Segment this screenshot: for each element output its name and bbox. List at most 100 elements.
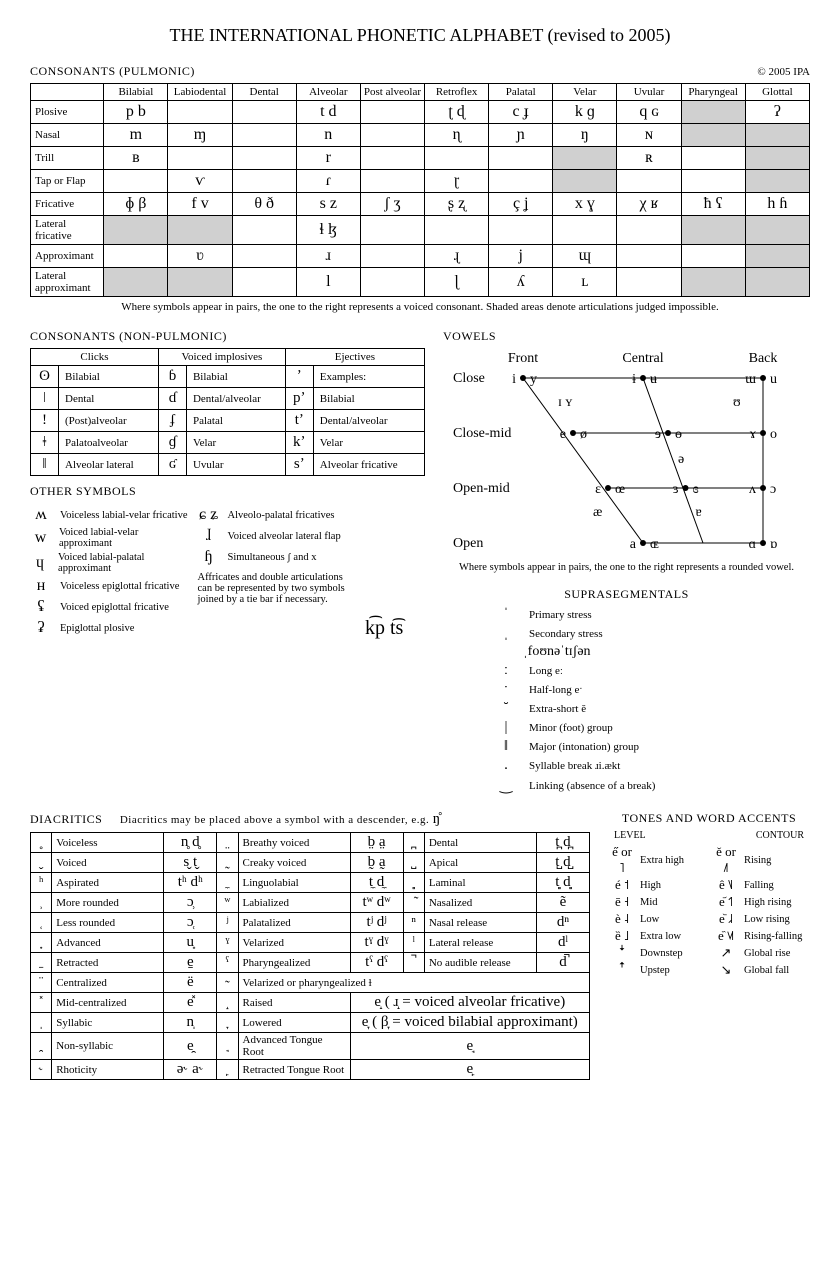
svg-text:ʌ: ʌ: [749, 482, 756, 497]
ipa-cell: [745, 170, 809, 193]
svg-text:ɔ: ɔ: [770, 482, 776, 497]
ipa-cell: [489, 147, 553, 170]
svg-text:ɒ: ɒ: [770, 537, 777, 552]
ipa-cell: ʂ ʐ: [425, 193, 489, 216]
ipa-cell: q ɢ: [617, 101, 681, 124]
place-header: Dental: [232, 84, 296, 101]
place-header: Labiodental: [168, 84, 232, 101]
ipa-cell: [553, 170, 617, 193]
svg-text:ɪ ʏ: ɪ ʏ: [558, 395, 572, 410]
place-header: Uvular: [617, 84, 681, 101]
ipa-cell: [745, 216, 809, 245]
tones-table: LEVEL CONTOUR e̋ or ˥Extra highé ˦Highē …: [608, 830, 810, 979]
ipa-cell: [232, 170, 296, 193]
svg-text:ɘ: ɘ: [655, 427, 661, 442]
ipa-cell: χ ʁ: [617, 193, 681, 216]
ipa-cell: [232, 245, 296, 268]
ipa-cell: ʔ: [745, 101, 809, 124]
ipa-cell: ɾ: [296, 170, 360, 193]
ipa-cell: [232, 268, 296, 297]
ipa-cell: [553, 147, 617, 170]
svg-text:Close: Close: [453, 371, 485, 386]
ipa-cell: [745, 268, 809, 297]
svg-text:i: i: [512, 372, 516, 387]
ipa-cell: [232, 216, 296, 245]
manner-header: Plosive: [31, 101, 104, 124]
svg-text:ɛ: ɛ: [595, 482, 601, 497]
ipa-cell: [232, 124, 296, 147]
place-header: Glottal: [745, 84, 809, 101]
section-tones: TONES AND WORD ACCENTS: [608, 811, 810, 826]
manner-header: Approximant: [31, 245, 104, 268]
svg-text:ʉ: ʉ: [650, 372, 657, 387]
ipa-cell: n: [296, 124, 360, 147]
ipa-cell: [681, 101, 745, 124]
ipa-cell: m: [104, 124, 168, 147]
ipa-cell: [745, 124, 809, 147]
ipa-cell: [681, 268, 745, 297]
ipa-cell: ⱱ: [168, 170, 232, 193]
place-header: Bilabial: [104, 84, 168, 101]
manner-header: Lateral approximant: [31, 268, 104, 297]
copyright: © 2005 IPA: [757, 66, 810, 78]
ipa-cell: [360, 216, 424, 245]
place-header: Post alveolar: [360, 84, 424, 101]
ipa-cell: ɰ: [553, 245, 617, 268]
svg-text:u: u: [770, 372, 777, 387]
ipa-cell: ʟ: [553, 268, 617, 297]
ipa-cell: t d: [296, 101, 360, 124]
ipa-cell: ŋ: [553, 124, 617, 147]
place-header: Pharyngeal: [681, 84, 745, 101]
ipa-cell: [168, 268, 232, 297]
ipa-cell: p b: [104, 101, 168, 124]
ipa-cell: θ ð: [232, 193, 296, 216]
svg-text:ɞ: ɞ: [693, 482, 699, 497]
ipa-cell: [104, 245, 168, 268]
ipa-cell: [681, 124, 745, 147]
pulmonic-note: Where symbols appear in pairs, the one t…: [30, 301, 810, 313]
ipa-cell: [360, 147, 424, 170]
svg-text:Front: Front: [508, 351, 538, 366]
ipa-cell: ʃ ʒ: [360, 193, 424, 216]
svg-text:Open: Open: [453, 536, 483, 551]
svg-text:ʊ: ʊ: [733, 395, 741, 410]
section-other: OTHER SYMBOLS: [30, 484, 425, 499]
ipa-cell: l: [296, 268, 360, 297]
ipa-cell: [681, 147, 745, 170]
svg-text:ɑ: ɑ: [749, 537, 756, 552]
svg-text:Back: Back: [749, 351, 778, 366]
ipa-cell: [104, 170, 168, 193]
svg-text:ɐ: ɐ: [696, 505, 702, 520]
tie-example: k͡p t͡s: [365, 617, 403, 640]
ipa-cell: r: [296, 147, 360, 170]
ipa-cell: ɹ: [296, 245, 360, 268]
svg-text:ɨ: ɨ: [632, 372, 636, 387]
ipa-cell: [553, 216, 617, 245]
ipa-cell: ɽ: [425, 170, 489, 193]
svg-text:æ: æ: [593, 505, 602, 520]
ipa-cell: ɲ: [489, 124, 553, 147]
ipa-cell: ɬ ɮ: [296, 216, 360, 245]
svg-text:ɶ: ɶ: [650, 537, 659, 552]
section-diacritics: DIACRITICS Diacritics may be placed abov…: [30, 811, 590, 828]
ipa-cell: [360, 245, 424, 268]
manner-header: Fricative: [31, 193, 104, 216]
ipa-cell: s z: [296, 193, 360, 216]
ipa-cell: [425, 216, 489, 245]
ipa-cell: ɱ: [168, 124, 232, 147]
ipa-cell: ʋ: [168, 245, 232, 268]
svg-text:Open-mid: Open-mid: [453, 481, 510, 496]
ipa-cell: [681, 216, 745, 245]
svg-text:ɵ: ɵ: [675, 427, 682, 442]
svg-text:e: e: [560, 427, 566, 442]
ipa-cell: [617, 216, 681, 245]
ipa-cell: [360, 170, 424, 193]
diacritics-table: ̥Voicelessn̥ d̥ ̤Breathy voicedb̤ a̤ ̪De…: [30, 832, 590, 1080]
ipa-cell: ç ʝ: [489, 193, 553, 216]
page-title: THE INTERNATIONAL PHONETIC ALPHABET (rev…: [30, 25, 810, 46]
ipa-cell: [489, 170, 553, 193]
ipa-cell: [360, 268, 424, 297]
ipa-cell: [617, 170, 681, 193]
ipa-cell: ɻ: [425, 245, 489, 268]
svg-text:ɜ: ɜ: [673, 482, 679, 497]
